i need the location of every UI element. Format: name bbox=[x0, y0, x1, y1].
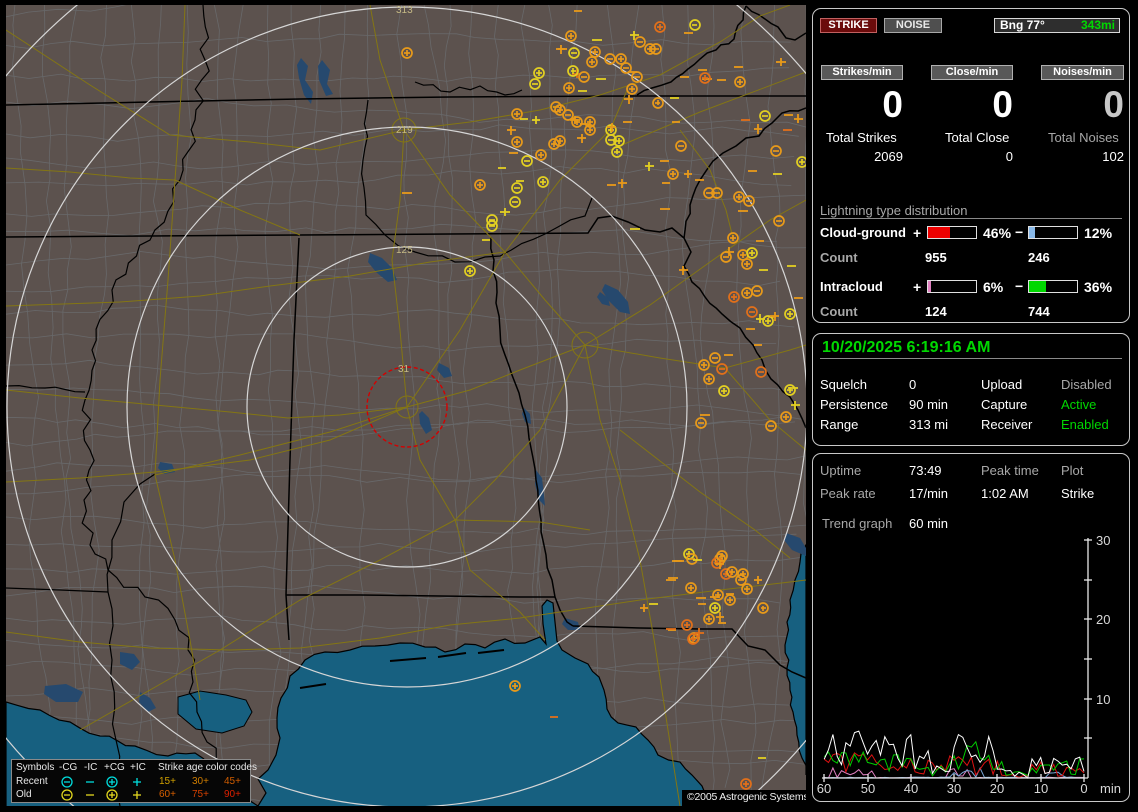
svg-text:219: 219 bbox=[396, 125, 413, 136]
svg-text:20: 20 bbox=[990, 781, 1004, 796]
svg-text:30: 30 bbox=[947, 781, 961, 796]
svg-text:31: 31 bbox=[398, 364, 410, 375]
svg-text:125: 125 bbox=[396, 245, 413, 256]
svg-text:10: 10 bbox=[1096, 692, 1110, 707]
svg-text:0: 0 bbox=[1080, 781, 1087, 796]
svg-text:30: 30 bbox=[1096, 533, 1110, 548]
svg-text:20: 20 bbox=[1096, 612, 1110, 627]
svg-text:min: min bbox=[1100, 781, 1121, 796]
svg-text:40: 40 bbox=[904, 781, 918, 796]
svg-text:10: 10 bbox=[1034, 781, 1048, 796]
svg-text:313: 313 bbox=[396, 5, 413, 16]
svg-text:50: 50 bbox=[861, 781, 875, 796]
svg-text:60: 60 bbox=[817, 781, 831, 796]
